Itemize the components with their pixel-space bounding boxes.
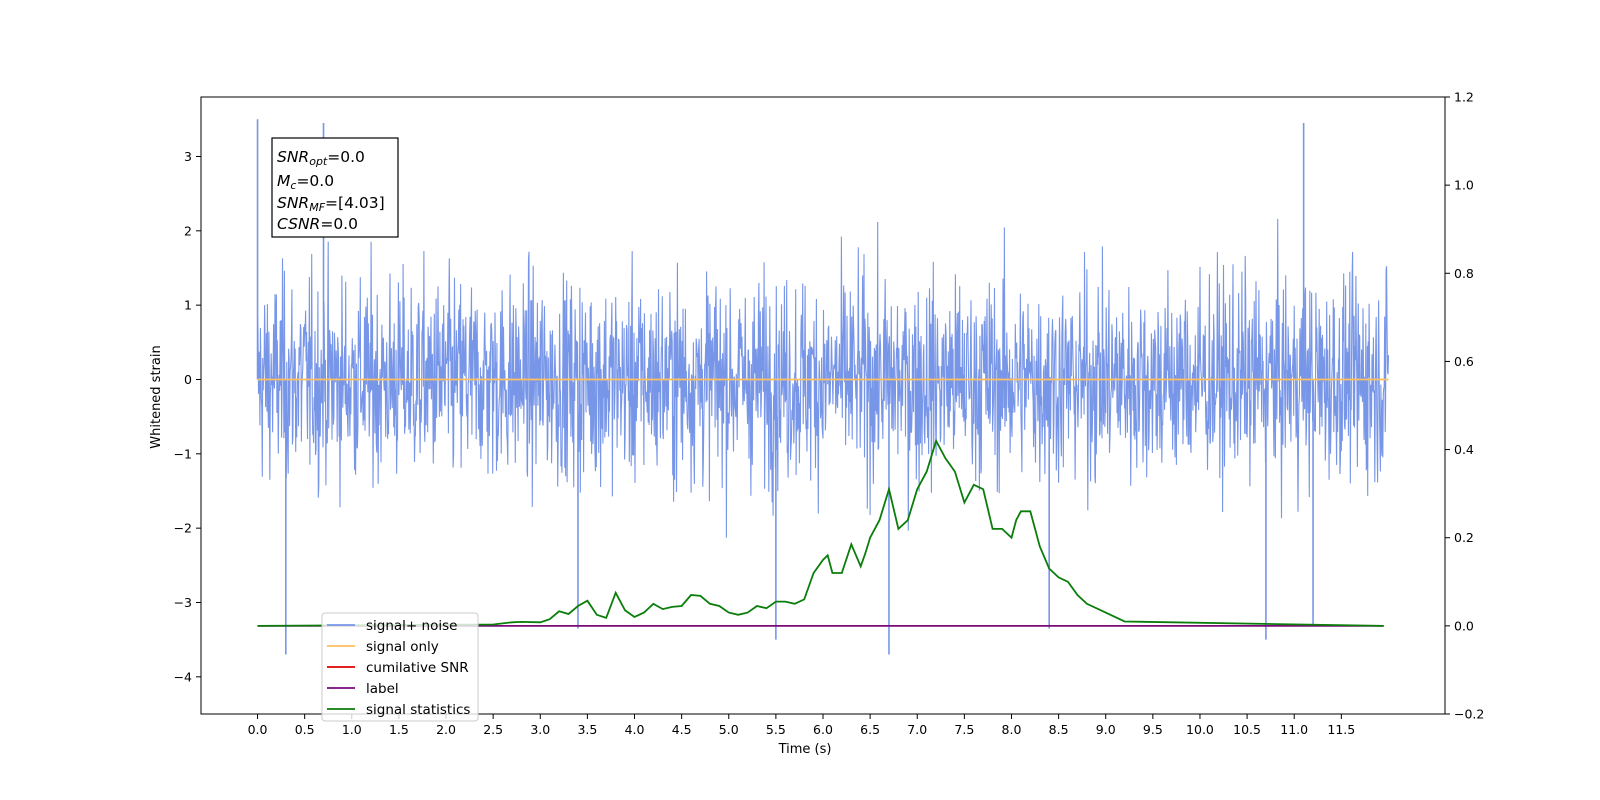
x-tick-label: 1.0 [342, 722, 362, 737]
y2-tick-label: 0.6 [1454, 354, 1474, 369]
y2-tick-label: 1.0 [1454, 178, 1474, 193]
legend-label: signal only [366, 639, 439, 655]
x-tick-label: 11.5 [1327, 722, 1355, 737]
legend-item-signal-noise: signal+ noise [327, 618, 457, 634]
y-tick-label: −3 [174, 595, 192, 610]
y2-tick-label: 1.2 [1454, 90, 1474, 105]
legend-item-cumilative-snr: cumilative SNR [327, 660, 469, 676]
x-tick-label: 0.0 [248, 722, 268, 737]
x-tick-label: 8.0 [1002, 722, 1022, 737]
x-tick-label: 6.5 [860, 722, 880, 737]
x-tick-label: 3.5 [577, 722, 597, 737]
x-tick-label: 7.5 [954, 722, 974, 737]
x-tick-label: 11.0 [1280, 722, 1308, 737]
x-tick-label: 5.0 [719, 722, 739, 737]
x-tick-label: 4.5 [672, 722, 692, 737]
y-tick-label: −1 [174, 446, 192, 461]
info-box-frame [271, 137, 399, 238]
x-tick-label: 2.0 [436, 722, 456, 737]
x-tick-label: 10.5 [1233, 722, 1261, 737]
x-tick-label: 8.5 [1049, 722, 1069, 737]
y-tick-label: −2 [174, 521, 192, 536]
info-line-csnr: CSNR=0.0 [277, 215, 358, 233]
x-tick-label: 1.5 [389, 722, 409, 737]
x-tick-label: 10.0 [1186, 722, 1214, 737]
legend-label: cumilative SNR [366, 660, 469, 676]
x-tick-label: 0.5 [295, 722, 315, 737]
x-tick-label: 6.0 [813, 722, 833, 737]
legend-label: signal statistics [366, 702, 470, 718]
y-axis-label: Whitened strain [149, 345, 164, 448]
legend-item-signal-only: signal only [327, 639, 439, 655]
y2-tick-label: 0.8 [1454, 266, 1474, 281]
y-tick-label: 0 [184, 372, 192, 387]
y-tick-label: 1 [184, 298, 192, 313]
info-line-snr-mf: SNRMF=[4.03] [277, 194, 385, 214]
legend-label: signal+ noise [366, 618, 457, 634]
x-tick-label: 9.0 [1096, 722, 1116, 737]
y-tick-label: −4 [174, 669, 192, 684]
x-tick-label: 9.5 [1143, 722, 1163, 737]
legend: signal+ noise signal only cumilative SNR… [321, 612, 479, 722]
x-tick-label: 4.0 [625, 722, 645, 737]
x-tick-label: 2.5 [483, 722, 503, 737]
x-axis-label: Time (s) [778, 742, 832, 757]
x-tick-label: 3.0 [530, 722, 550, 737]
y2-tick-label: 0.2 [1454, 530, 1474, 545]
y-tick-label: 3 [184, 149, 192, 164]
legend-item-label: label [327, 681, 399, 697]
x-tick-label: 7.0 [907, 722, 927, 737]
legend-label: label [366, 681, 399, 697]
y-tick-label: 2 [184, 223, 192, 238]
legend-item-signal-statistics: signal statistics [327, 702, 470, 718]
series-line-signal-statistics [257, 438, 1384, 627]
x-tick-label: 5.5 [766, 722, 786, 737]
y2-tick-label: −0.2 [1454, 707, 1484, 722]
info-box: SNRopt=0.0 Mc=0.0 SNRMF=[4.03] CSNR=0.0 [271, 137, 399, 238]
info-line-mc: Mc=0.0 [277, 172, 334, 192]
y2-tick-label: 0.0 [1454, 618, 1474, 633]
legend-frame [321, 612, 479, 722]
y2-tick-label: 0.4 [1454, 442, 1474, 457]
info-line-snr-opt: SNRopt=0.0 [277, 148, 365, 168]
series-line-signal-noise [256, 218, 1390, 538]
